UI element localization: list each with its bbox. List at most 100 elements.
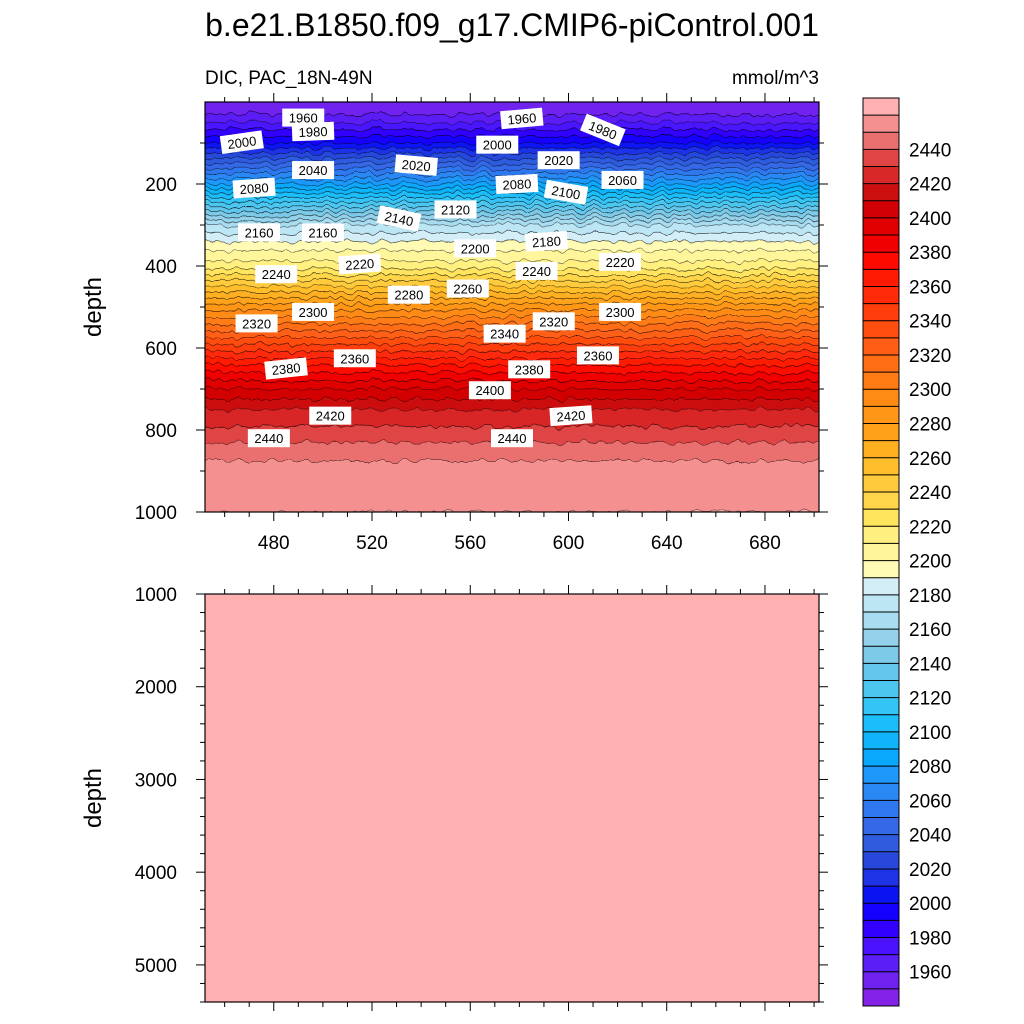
contour-band-2450 <box>205 460 819 512</box>
colorbar-swatch <box>863 783 899 801</box>
colorbar-swatch <box>863 868 899 887</box>
contour-label-text: 2220 <box>606 255 635 270</box>
contour-label: 2060 <box>601 170 644 189</box>
contour-label-text: 2440 <box>498 431 527 446</box>
colorbar-swatch <box>863 303 899 322</box>
colorbar-swatch <box>863 577 899 596</box>
contour-label-text: 2400 <box>475 383 504 398</box>
contour-label-text: 2080 <box>239 180 269 197</box>
contour-label-text: 2320 <box>539 314 568 329</box>
contour-label-text: 2360 <box>583 348 612 363</box>
colorbar-swatch <box>863 354 899 373</box>
colorbar-swatch <box>863 714 899 733</box>
contour-label-text: 2180 <box>531 233 561 250</box>
colorbar-swatch <box>863 611 899 630</box>
x-tick-label: 600 <box>553 533 585 554</box>
colorbar-swatch <box>863 217 899 236</box>
contour-label-text: 2300 <box>299 305 328 320</box>
contour-label-text: 2380 <box>271 360 301 378</box>
contour-label-text: 2340 <box>490 327 519 342</box>
contour-label-text: 2120 <box>441 202 470 217</box>
colorbar-tick-label: 2440 <box>909 140 951 161</box>
colorbar-swatch <box>863 800 899 819</box>
x-tick-label: 480 <box>258 533 290 554</box>
x-tick-label: 560 <box>454 533 486 554</box>
colorbar-tick-label: 2300 <box>909 380 951 401</box>
colorbar-swatch <box>863 971 899 990</box>
contour-label: 2200 <box>454 239 497 258</box>
colorbar-tick-label: 2100 <box>909 723 951 744</box>
colorbar-frame <box>862 97 900 1007</box>
colorbar-swatch <box>863 543 899 562</box>
contour-label-text: 2060 <box>608 173 637 188</box>
contour-label-text: 2240 <box>262 267 291 282</box>
contour-label-text: 2040 <box>299 163 328 178</box>
contour-label: 2320 <box>532 312 575 331</box>
y-tick-label: 3000 <box>135 770 177 791</box>
contour-label: 2080 <box>232 177 276 199</box>
colorbar-swatch <box>863 731 899 750</box>
y-tick-label: 1000 <box>135 503 177 524</box>
contour-label: 2180 <box>524 230 568 252</box>
contour-label: 2020 <box>537 151 580 170</box>
upper-axes: 480 520 560 600 640 680 200 400 600 800 1000 <box>135 93 828 554</box>
colorbar-tick-label: 2140 <box>909 654 951 675</box>
colorbar-swatch <box>863 680 899 699</box>
upper-y-axis-label: depth <box>80 277 107 337</box>
colorbar-swatch <box>863 663 899 681</box>
lower-panel-fill <box>205 594 819 1002</box>
contour-label-text: 2220 <box>345 256 375 273</box>
y-tick-label: 1000 <box>135 585 177 606</box>
colorbar-swatch <box>863 697 899 716</box>
colorbar-tick-label: 2280 <box>909 415 951 436</box>
colorbar-swatch <box>863 337 899 356</box>
colorbar-tick-label: 2320 <box>909 346 951 367</box>
units-label: mmol/m^3 <box>732 68 819 89</box>
contour-label-text: 1960 <box>507 110 537 127</box>
chart-title: b.e21.B1850.f09_g17.CMIP6-piControl.001 <box>205 7 819 43</box>
contour-label-text: 2360 <box>340 351 369 366</box>
contour-label-text: 2160 <box>308 225 337 240</box>
contour-label: 2380 <box>264 357 308 380</box>
colorbar-swatch <box>863 372 899 390</box>
contour-label-text: 2000 <box>483 138 512 153</box>
colorbar-tick-label: 1960 <box>909 963 951 984</box>
colorbar-swatch <box>863 988 899 1007</box>
contour-label: 2420 <box>549 405 593 427</box>
contour-label-text: 2440 <box>254 431 283 446</box>
contour-label-text: 1980 <box>298 124 327 140</box>
lower-y-axis-label: depth <box>80 768 107 828</box>
colorbar-swatch <box>863 509 899 527</box>
contour-label: 2300 <box>292 302 335 321</box>
contour-label: 2160 <box>301 223 344 242</box>
contour-label: 2140 <box>376 205 422 232</box>
contour-label: 2240 <box>255 265 298 284</box>
y-tick-label: 800 <box>145 421 177 442</box>
colorbar-tick-label: 2080 <box>909 757 951 778</box>
contour-label-text: 2020 <box>401 157 431 174</box>
colorbar-tick-label: 2120 <box>909 689 951 710</box>
colorbar-swatch <box>863 920 899 938</box>
contour-label: 2240 <box>515 261 558 280</box>
colorbar-swatch <box>863 440 899 459</box>
contour-label: 2220 <box>338 253 382 275</box>
contour-label: 2120 <box>434 200 477 219</box>
contour-label-text: 2320 <box>242 316 271 331</box>
colorbar-swatch <box>863 166 899 185</box>
colorbar-swatch <box>863 560 899 579</box>
contour-label: 2440 <box>247 429 290 448</box>
contour-label: 2100 <box>543 179 589 205</box>
colorbar-swatch <box>863 286 899 305</box>
contour-label-text: 2260 <box>453 282 482 297</box>
colorbar-swatch <box>863 629 899 647</box>
colorbar-swatch <box>863 269 899 287</box>
contour-label-text: 2420 <box>316 409 345 424</box>
colorbar-swatch <box>863 423 899 442</box>
y-tick-label: 5000 <box>135 956 177 977</box>
contour-label: 2080 <box>495 173 539 195</box>
contour-label-text: 2200 <box>461 241 490 256</box>
contour-label-text: 2380 <box>515 362 544 377</box>
colorbar-swatch <box>863 474 899 493</box>
colorbar-swatch <box>863 200 899 219</box>
